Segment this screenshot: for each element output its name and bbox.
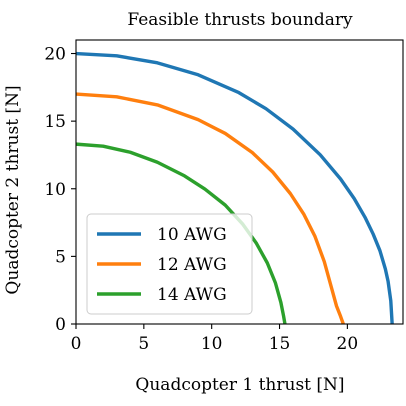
x-tick-label-20: 20	[337, 334, 359, 354]
series-line-1	[75, 51, 394, 325]
y-tick-label-0: 0	[55, 315, 66, 335]
chart-title: Feasible thrusts boundary	[127, 10, 353, 30]
y-tick-label-20: 20	[44, 45, 66, 65]
x-tick-label-15: 15	[269, 334, 291, 354]
x-tick-label-10: 10	[201, 334, 223, 354]
x-tick-label-5: 5	[138, 334, 149, 354]
series-line-2	[75, 92, 345, 325]
y-tick-label-15: 15	[44, 112, 66, 132]
axes-frame	[75, 39, 404, 325]
y-tick-label-10: 10	[44, 180, 66, 200]
x-tick-label-0: 0	[71, 334, 82, 354]
legend-label-1: 10 AWG	[157, 225, 227, 245]
x-axis-label: Quadcopter 1 thrust [N]	[135, 375, 344, 395]
legend-label-2: 12 AWG	[157, 255, 227, 275]
legend-box	[86, 213, 253, 315]
plot-area: 0 5 10 15 20 0 5 10 15 20 10 AWG 12 AWG 14 AWG	[44, 39, 404, 354]
y-axis-label: Quadcopter 2 thrust [N]	[3, 85, 23, 294]
y-tick-label-5: 5	[55, 247, 66, 267]
legend-label-3: 14 AWG	[157, 285, 227, 305]
